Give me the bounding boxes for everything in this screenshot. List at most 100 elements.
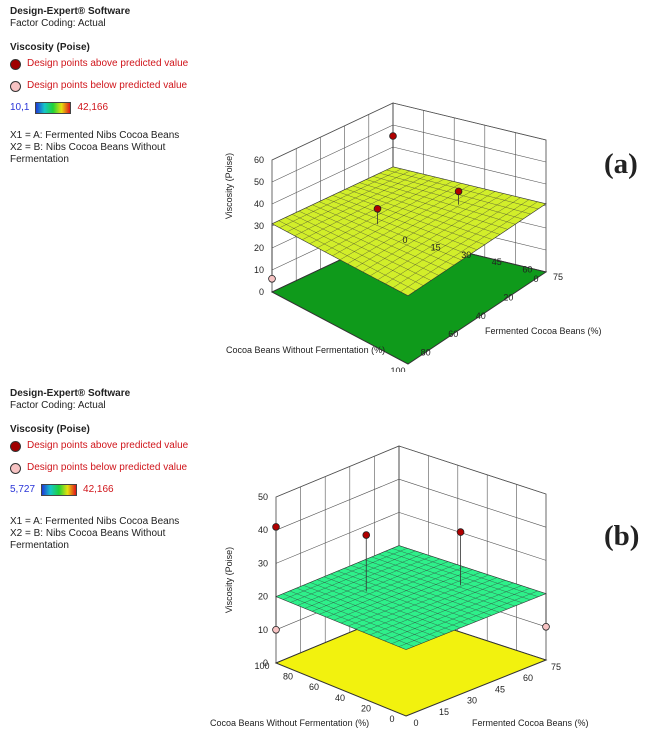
y-tick-label: 80 (421, 348, 431, 358)
legend-b: Design-Expert® Software Factor Coding: A… (10, 388, 188, 552)
x-tick-label: 45 (492, 257, 502, 267)
mesh-line (392, 548, 539, 597)
color-gradient (35, 102, 72, 114)
factor-x2-cont: Fermentation (10, 540, 69, 551)
z-tick-label: 10 (258, 625, 268, 635)
y-tick-label: 60 (448, 329, 458, 339)
mesh-line (278, 220, 416, 291)
gridline (398, 445, 547, 495)
factor-x2: X2 = B: Nibs Cocoa Beans Without (10, 528, 166, 539)
y-tick-label: 100 (390, 366, 405, 372)
x-axis-label: Fermented Cocoa Beans (%) (472, 718, 589, 728)
below-point-icon (10, 462, 21, 474)
legend-a: Design-Expert® Software Factor Coding: A… (10, 6, 188, 166)
x-tick-label: 75 (551, 662, 561, 672)
design-point-above (373, 205, 382, 213)
gridline (398, 478, 547, 528)
z-tick-label: 0 (263, 658, 268, 668)
z-tick-label: 40 (254, 199, 264, 209)
range-high: 42,166 (77, 102, 109, 113)
y-tick-label: 40 (335, 693, 345, 703)
color-gradient (41, 484, 78, 496)
x-tick-label: 30 (461, 250, 471, 260)
panel-label-a: (a) (604, 148, 638, 180)
below-label: Design points below predicted value (27, 80, 188, 91)
panel-b: Design-Expert® Software Factor Coding: A… (0, 386, 668, 743)
floor-plane (270, 234, 548, 365)
gridline (392, 124, 547, 163)
design-point-above (454, 187, 463, 196)
gridline (275, 512, 400, 564)
x-tick-label: 15 (439, 707, 449, 717)
above-point-icon (10, 58, 21, 70)
gridline (392, 146, 547, 185)
plot-b: 0 10 20 30 40 50 0 15 30 45 60 75 0 20 40 60 80 100 Visco… (210, 445, 589, 728)
z-axis-label: Viscosity (Poise) (224, 153, 234, 219)
z-tick-label: 50 (254, 177, 264, 187)
z-tick-label: 40 (258, 525, 268, 535)
z-tick-label: 0 (259, 287, 264, 297)
panel-a: Design-Expert® Software Factor Coding: A… (10, 6, 638, 372)
range-low: 10,1 (10, 102, 30, 113)
mesh-line (385, 551, 531, 600)
color-range: 5,727 42,166 (10, 484, 188, 496)
response-title: Viscosity (Poise) (10, 42, 90, 53)
z-tick-label: 30 (258, 558, 268, 568)
below-label: Design points below predicted value (27, 462, 188, 473)
design-point-below (272, 626, 280, 634)
x-tick-label: 45 (495, 684, 505, 694)
x-tick-label: 60 (523, 673, 533, 683)
response-title: Viscosity (Poise) (10, 424, 90, 435)
response-surface (275, 545, 547, 650)
axis-ticks: 0 10 20 30 40 50 0 15 30 45 60 75 0 20 40 60 80 100 (254, 492, 561, 728)
design-points (272, 523, 550, 634)
gridline (275, 445, 400, 498)
x-tick-label: 30 (467, 696, 477, 706)
x-tick-label: 60 (522, 265, 532, 275)
above-label: Design points above predicted value (27, 58, 189, 69)
range-high: 42,166 (83, 484, 114, 495)
legend-below: Design points below predicted value (10, 80, 188, 92)
factor-x1: X1 = A: Fermented Nibs Cocoa Beans (10, 130, 180, 141)
y-tick-label: 60 (309, 682, 319, 692)
range-low: 5,727 (10, 484, 36, 495)
factor-coding: Factor Coding: Actual (10, 18, 106, 29)
mesh-line (297, 553, 424, 606)
design-point-below (542, 623, 550, 631)
software-title: Design-Expert® Software (10, 388, 131, 399)
design-point-above (456, 528, 465, 536)
mesh-line (400, 201, 538, 292)
above-label: Design points above predicted value (27, 440, 189, 451)
y-tick-label: 20 (503, 292, 513, 302)
legend-above: Design points above predicted value (10, 440, 188, 452)
surface-mesh (282, 548, 539, 647)
z-tick-label: 20 (254, 243, 264, 253)
x-tick-label: 75 (553, 272, 563, 282)
mesh-line (292, 214, 432, 281)
gridline (271, 146, 394, 205)
color-range: 10,1 42,166 (10, 102, 188, 114)
below-point-icon (10, 80, 21, 92)
design-points (268, 132, 463, 283)
x-tick-label: 0 (413, 718, 418, 728)
mesh-line (285, 217, 424, 286)
above-point-icon (10, 440, 21, 452)
software-title: Design-Expert® Software (10, 6, 131, 17)
factor-x2-cont: Fermentation (10, 154, 69, 165)
gridline (398, 512, 547, 561)
factor-coding: Factor Coding: Actual (10, 400, 106, 411)
legend-above: Design points above predicted value (10, 58, 188, 70)
y-axis-label: Cocoa Beans Without Fermentation (%) (226, 345, 385, 355)
y-tick-label: 80 (283, 672, 293, 682)
surface-mesh (278, 168, 539, 292)
grid-b (275, 445, 547, 664)
z-tick-label: 30 (254, 221, 264, 231)
z-tick-label: 60 (254, 155, 264, 165)
y-tick-label: 40 (476, 311, 486, 321)
z-axis-label: Viscosity (Poise) (224, 547, 234, 613)
factor-x2: X2 = B: Nibs Cocoa Beans Without (10, 142, 166, 153)
gridline (392, 102, 547, 141)
x-tick-label: 15 (431, 242, 441, 252)
